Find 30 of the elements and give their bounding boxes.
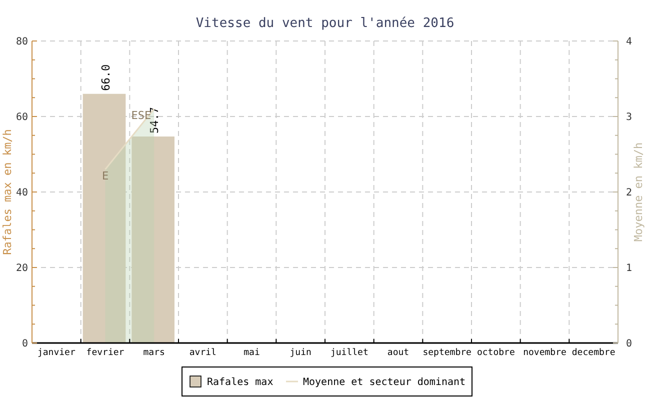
x-tick-label: fevrier bbox=[86, 348, 125, 358]
y2-tick-label: 3 bbox=[626, 112, 632, 123]
x-tick-label: novembre bbox=[523, 348, 566, 358]
y-tick-label: 20 bbox=[16, 263, 28, 274]
y2-tick-label: 4 bbox=[626, 36, 632, 48]
y-axis-title: Rafales max en km/h bbox=[1, 129, 14, 255]
y-tick-label: 0 bbox=[22, 338, 28, 350]
x-tick-label: decembre bbox=[572, 348, 616, 358]
y-tick-label: 60 bbox=[16, 112, 28, 123]
legend-label: Moyenne et secteur dominant bbox=[303, 377, 466, 388]
y-tick-label: 80 bbox=[16, 36, 28, 48]
y2-axis-title: Moyenne en km/h bbox=[632, 142, 645, 242]
y2-tick-label: 1 bbox=[626, 263, 632, 274]
data-label: 66.0 bbox=[99, 64, 112, 91]
y2-tick-label: 0 bbox=[626, 338, 632, 350]
annotation: ESE bbox=[131, 108, 152, 122]
x-tick-label: janvier bbox=[37, 348, 76, 358]
annotation: E bbox=[102, 169, 109, 182]
legend-label: Rafales max bbox=[207, 377, 274, 388]
x-tick-label: aout bbox=[387, 348, 410, 358]
x-tick-label: octobre bbox=[476, 348, 515, 358]
x-tick-label: avril bbox=[189, 348, 216, 358]
x-tick-label: mai bbox=[244, 348, 260, 358]
chart-title: Vitesse du vent pour l'année 2016 bbox=[196, 16, 454, 31]
x-tick-label: mars bbox=[143, 348, 165, 358]
y2-tick-label: 2 bbox=[626, 188, 632, 198]
x-tick-label: juin bbox=[290, 348, 312, 358]
y-tick-label: 40 bbox=[16, 188, 28, 198]
x-tick-label: septembre bbox=[422, 348, 472, 358]
x-tick-label: juillet bbox=[330, 348, 368, 358]
